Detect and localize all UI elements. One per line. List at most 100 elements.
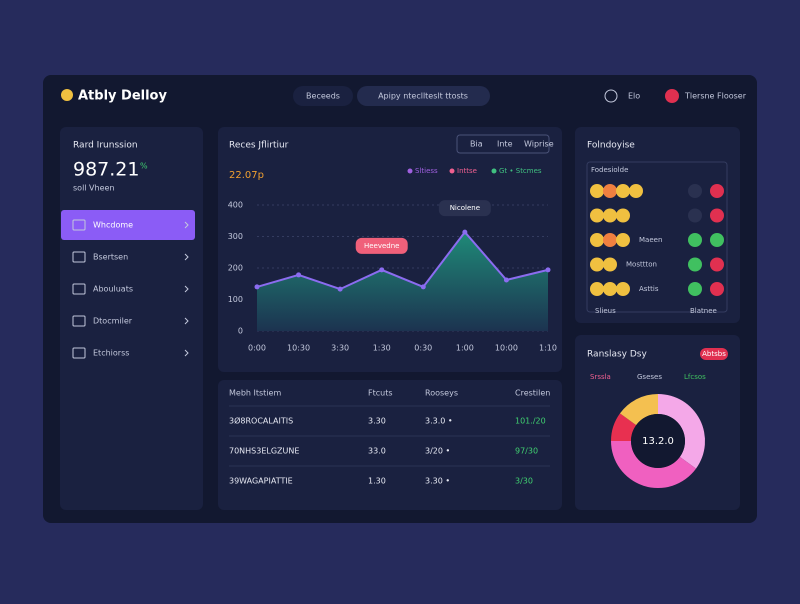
position-icon [603, 208, 617, 223]
position-icon [590, 282, 604, 296]
y-tick-label: 0 [238, 327, 243, 336]
table-cell: 1.30 [368, 477, 386, 486]
position-icon [616, 208, 630, 223]
legend-dot [449, 168, 455, 174]
filter[interactable]: Wiprise [524, 140, 554, 149]
donut-segment [611, 441, 697, 488]
positions-header: Fodesiolde [591, 166, 628, 174]
point [545, 267, 551, 273]
point [296, 272, 302, 278]
sidebar-value: 987.21 [73, 159, 139, 181]
table-header: Rooseys [425, 389, 458, 398]
legend-label: Sltiess [415, 167, 438, 175]
legend-label: Gt • Stcmes [499, 167, 542, 175]
annotation: Heevedne [364, 242, 400, 250]
point [337, 286, 343, 292]
position-icon [603, 184, 617, 198]
position-icon [616, 233, 630, 247]
position-icon [603, 233, 617, 247]
x-tick-label: 0:00 [248, 344, 266, 353]
menu-icon [72, 219, 86, 231]
x-tick-label: 3:30 [331, 344, 349, 353]
notification-icon[interactable] [604, 89, 618, 103]
table-cell: 33.0 [368, 447, 386, 456]
y-tick-label: 100 [228, 295, 243, 304]
sidebar-subtitle: soll Vheen [73, 184, 115, 193]
menu-label[interactable]: Whcdome [93, 221, 133, 230]
table-header: Ftcuts [368, 389, 393, 398]
positions-box [586, 161, 728, 313]
menu-icon [72, 283, 86, 295]
area [257, 232, 548, 331]
position-status [710, 233, 724, 247]
tab-label[interactable]: Beceeds [306, 92, 340, 101]
y-tick-label: 200 [228, 264, 243, 273]
menu-label[interactable]: Abouluats [93, 285, 133, 294]
position-icon [616, 184, 630, 198]
position-label: Mosttton [626, 261, 657, 269]
table-cell: 3.30 • [425, 477, 450, 486]
point [254, 284, 260, 290]
position-status [688, 233, 702, 247]
positions-card [575, 127, 740, 323]
chevron [184, 285, 189, 293]
chevron [184, 221, 189, 229]
tab[interactable] [293, 86, 353, 106]
table-cell: 39WAGAPIATTIE [229, 477, 293, 486]
legend-label: Lfcsos [684, 373, 706, 381]
position-label: Asttis [639, 285, 659, 293]
donut-segment [611, 413, 637, 441]
position-icon [590, 184, 604, 198]
chevron [184, 253, 189, 261]
donut-center: 13.2.0 [642, 436, 674, 447]
line [256, 230, 549, 291]
position-icon [590, 233, 604, 247]
legend-label: Inttse [457, 167, 477, 175]
menu-label[interactable]: Bsertsen [93, 253, 128, 262]
sidebar-delta: % [140, 162, 148, 171]
chevron [184, 317, 189, 325]
table-cell: 3Ø8ROCALAITIS [229, 416, 293, 426]
x-tick-label: 10:00 [495, 344, 518, 353]
position-status [710, 257, 724, 272]
annotation: Nicolene [450, 204, 480, 212]
activity-value: 22.07p [229, 170, 264, 181]
x-tick-label: 1:00 [456, 344, 474, 353]
table-header: Mebh Itstiem [229, 389, 281, 398]
table-cell: 3.30 [368, 417, 386, 426]
logo: Atbly Delloy [78, 89, 167, 104]
annotation-box [438, 200, 491, 217]
position-status [688, 282, 702, 296]
filter-box[interactable] [456, 134, 550, 154]
position-status [688, 184, 702, 198]
position-icon [616, 282, 630, 296]
logo-icon [61, 89, 73, 101]
x-tick-label: 0:30 [414, 344, 432, 353]
menu-icon [72, 315, 86, 327]
y-tick-label: 300 [228, 232, 243, 241]
menu-active[interactable] [61, 210, 195, 240]
table-card [218, 380, 562, 510]
icon-label: Elo [628, 92, 640, 101]
x-tick-label: 10:30 [287, 344, 310, 353]
point [462, 229, 468, 235]
table-cell: 101./20 [515, 417, 546, 426]
filter[interactable]: Bia [470, 140, 483, 149]
donut-segment [619, 394, 658, 426]
menu-label[interactable]: Dtocmiler [93, 317, 133, 326]
menu-label[interactable]: Etchiorss [93, 349, 129, 358]
tab-label[interactable]: Apipy ntecllteslt ttosts [378, 92, 468, 101]
tab[interactable] [357, 86, 490, 106]
positions-footer: Blatnee [690, 307, 717, 315]
table-cell: 70NHS3ELGZUNE [229, 447, 299, 456]
chevron [184, 349, 189, 357]
table-cell: 3/20 • [425, 447, 450, 456]
x-tick-label: 1:30 [373, 344, 391, 353]
avatar[interactable] [665, 89, 679, 103]
table-header: Crestilen [515, 389, 550, 398]
table-cell: 97/30 [515, 447, 538, 456]
position-label: Maeen [639, 236, 662, 244]
position-status [688, 208, 702, 223]
filter[interactable]: Inte [497, 140, 513, 149]
